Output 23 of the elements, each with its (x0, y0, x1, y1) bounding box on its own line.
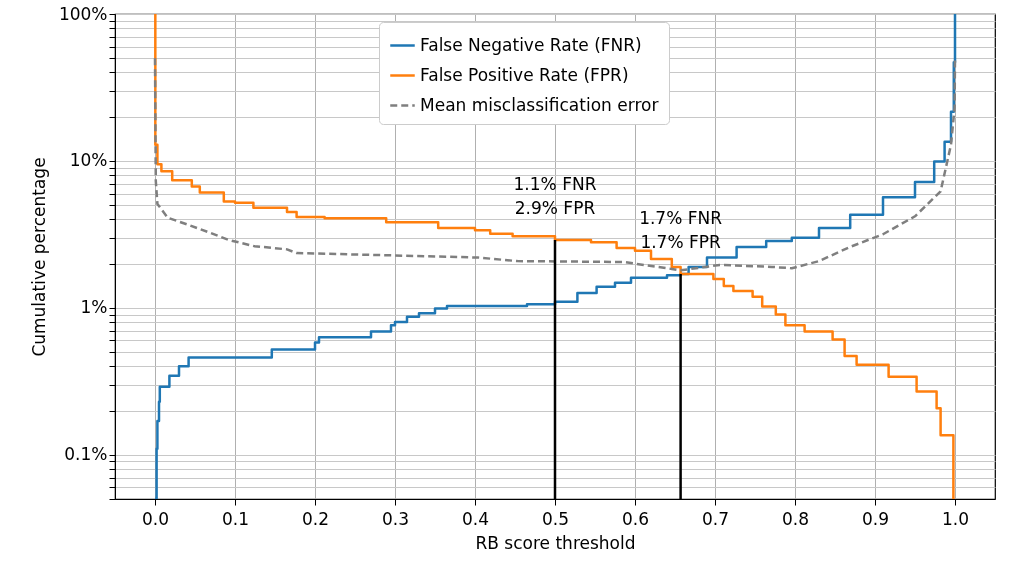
legend-label: False Negative Rate (FNR) (420, 34, 642, 55)
x-tick-label: 1.0 (941, 508, 970, 529)
x-tick-label: 0.8 (781, 508, 810, 529)
annotation: 1.1% FNR 2.9% FPR (513, 173, 597, 218)
y-tick-label: 100% (58, 3, 108, 24)
x-tick-label: 0.3 (381, 508, 410, 529)
x-tick-label: 0.6 (621, 508, 650, 529)
legend-label: Mean misclassification error (420, 94, 659, 115)
line-series (153, 56, 957, 272)
x-axis-title: RB score threshold (475, 532, 636, 553)
x-tick-label: 0.0 (141, 508, 170, 529)
y-tick-label: 1% (80, 297, 108, 318)
x-tick-label: 0.5 (541, 508, 570, 529)
x-tick-label: 0.9 (861, 508, 890, 529)
y-axis-title: Cumulative percentage (28, 157, 49, 357)
y-tick-label: 10% (69, 150, 108, 171)
x-tick-label: 0.2 (301, 508, 330, 529)
x-tick-label: 0.4 (461, 508, 490, 529)
annotation: 1.7% FNR 1.7% FPR (639, 207, 723, 252)
legend-label: False Positive Rate (FPR) (420, 64, 629, 85)
y-tick-label: 0.1% (64, 444, 108, 465)
x-tick-label: 0.7 (701, 508, 730, 529)
x-tick-label: 0.1 (221, 508, 250, 529)
